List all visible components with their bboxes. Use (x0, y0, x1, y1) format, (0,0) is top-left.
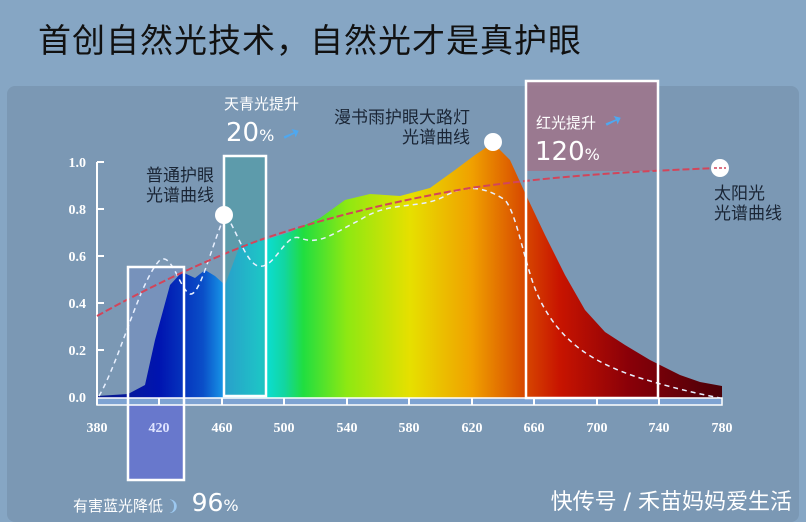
red-box-fill (526, 81, 658, 171)
red-boost-label: 红光提升 ➚ (536, 106, 627, 137)
cyan-light-box (222, 154, 268, 398)
svg-text:1.0: 1.0 (69, 156, 87, 171)
cyan-boost-label: 天青光提升 (224, 95, 300, 113)
y-axis (96, 161, 104, 405)
svg-text:500: 500 (274, 421, 295, 436)
svg-text:0.8: 0.8 (69, 203, 87, 218)
svg-text:740: 740 (649, 421, 670, 436)
arrow-down-icon: ❩ (167, 497, 180, 515)
svg-text:420: 420 (149, 421, 170, 436)
sunlight-curve-label: 太阳光 光谱曲线 (714, 184, 782, 224)
svg-text:540: 540 (337, 421, 358, 436)
normal-curve-label: 普通护眼 光谱曲线 (146, 166, 214, 206)
svg-text:380: 380 (87, 421, 108, 436)
page-title: 首创自然光技术，自然光才是真护眼 (38, 21, 582, 60)
blue-light-box-lower (128, 398, 184, 480)
svg-text:0.0: 0.0 (69, 391, 87, 406)
svg-text:700: 700 (587, 421, 608, 436)
svg-text:460: 460 (212, 421, 233, 436)
arrow-up-icon: ➚ (600, 106, 627, 137)
blue-light-box (126, 265, 186, 482)
svg-text:0.6: 0.6 (69, 250, 87, 265)
arrow-up-icon: ➚ (278, 119, 305, 150)
normal-curve-marker (215, 206, 233, 224)
svg-text:780: 780 (712, 421, 733, 436)
x-axis-labels: 380 420 460 500 540 580 620 660 700 740 … (87, 421, 733, 436)
watermark: 快传号 / 禾苗妈妈爱生活 (550, 490, 792, 515)
svg-text:0.4: 0.4 (69, 297, 87, 312)
cyan-boost-value: 20% ➚ (226, 118, 305, 150)
y-axis-labels: 1.0 0.8 0.6 0.4 0.2 0.0 (69, 156, 87, 406)
cyan-box-fill (224, 156, 266, 396)
product-spectrum-area (97, 143, 722, 398)
red-light-box (524, 79, 660, 400)
svg-text:580: 580 (399, 421, 420, 436)
sunlight-curve (96, 167, 721, 317)
blue-reduce-label: 有害蓝光降低 ❩ 96% (73, 488, 239, 517)
product-curve-marker (484, 133, 502, 151)
svg-text:660: 660 (524, 421, 545, 436)
product-curve-label: 漫书雨护眼大路灯 光谱曲线 (334, 108, 470, 148)
svg-text:0.2: 0.2 (69, 344, 87, 359)
normal-eyecare-curve (98, 187, 721, 399)
red-boost-value: 120% (535, 137, 600, 167)
svg-text:620: 620 (462, 421, 483, 436)
